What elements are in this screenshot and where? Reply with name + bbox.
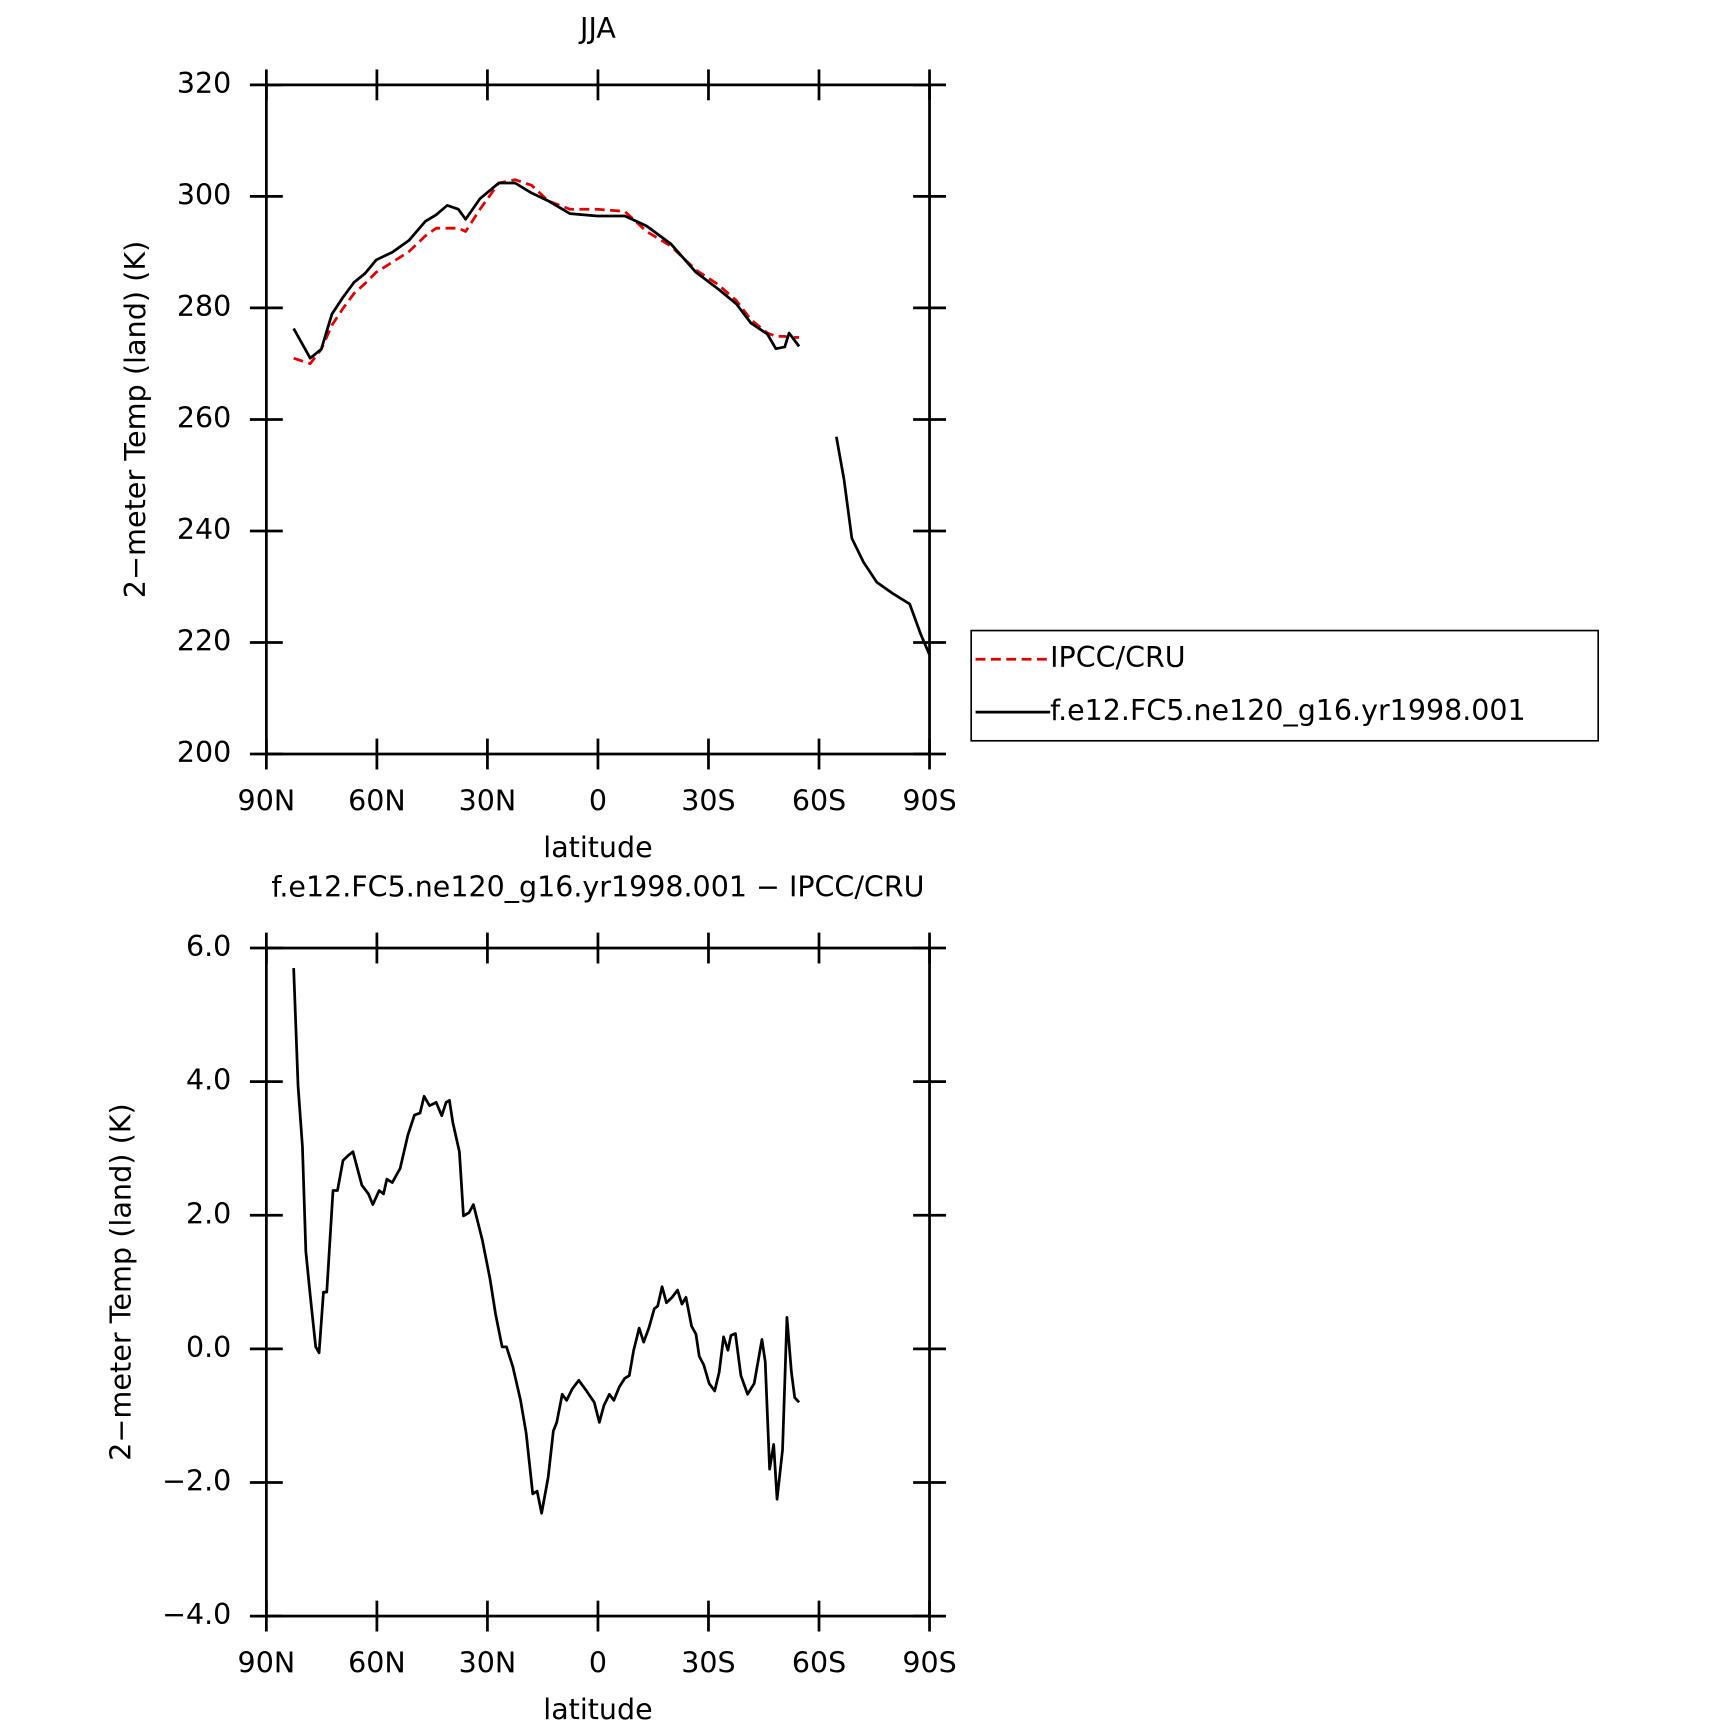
x-tick-label: 0 [589,783,607,817]
chart-title: JJA [578,11,616,45]
x-tick-label: 30S [681,783,735,817]
y-axis-label: 2−meter Temp (land) (K) [104,1103,138,1461]
y-tick-label: 2.0 [186,1196,231,1230]
y-tick-label: 0.0 [186,1330,231,1364]
x-tick-label: 60N [348,1646,406,1680]
plot-frame [264,83,931,756]
y-tick-label: 260 [177,400,231,434]
y-tick-label: 300 [177,177,231,211]
x-tick-label: 30N [459,783,517,817]
x-tick-label: 90N [238,1646,296,1680]
data-line [293,178,800,366]
x-tick-label: 90S [902,783,956,817]
data-line [292,181,801,360]
x-tick-label: 90N [238,783,296,817]
x-tick-label: 0 [589,1646,607,1680]
x-tick-label: 90S [902,1646,956,1680]
y-tick-label: 220 [177,623,231,657]
data-line [292,968,801,1515]
y-tick-label: 200 [177,735,231,769]
legend-label: f.e12.FC5.ne120_g16.yr1998.001 [1050,693,1526,727]
data-line [835,436,931,656]
y-axis-label: 2−meter Temp (land) (K) [118,241,152,599]
y-tick-label: 320 [177,66,231,100]
y-tick-label: 6.0 [186,929,231,963]
x-axis-label: latitude [543,1692,652,1723]
x-tick-label: 30N [459,1646,517,1680]
legend-label: IPCC/CRU [1050,640,1186,674]
x-tick-label: 60S [792,783,846,817]
chart-title: f.e12.FC5.ne120_g16.yr1998.001 − IPCC/CR… [271,869,924,903]
y-tick-label: 4.0 [186,1063,231,1097]
y-tick-label: −2.0 [162,1463,231,1497]
x-tick-label: 60N [348,783,406,817]
y-tick-label: −4.0 [162,1597,231,1631]
legend-box [970,629,1600,742]
plot-frame [264,946,931,1618]
x-tick-label: 30S [681,1646,735,1680]
y-tick-label: 280 [177,289,231,323]
x-axis-label: latitude [543,830,652,864]
y-tick-label: 240 [177,512,231,546]
x-tick-label: 60S [792,1646,846,1680]
